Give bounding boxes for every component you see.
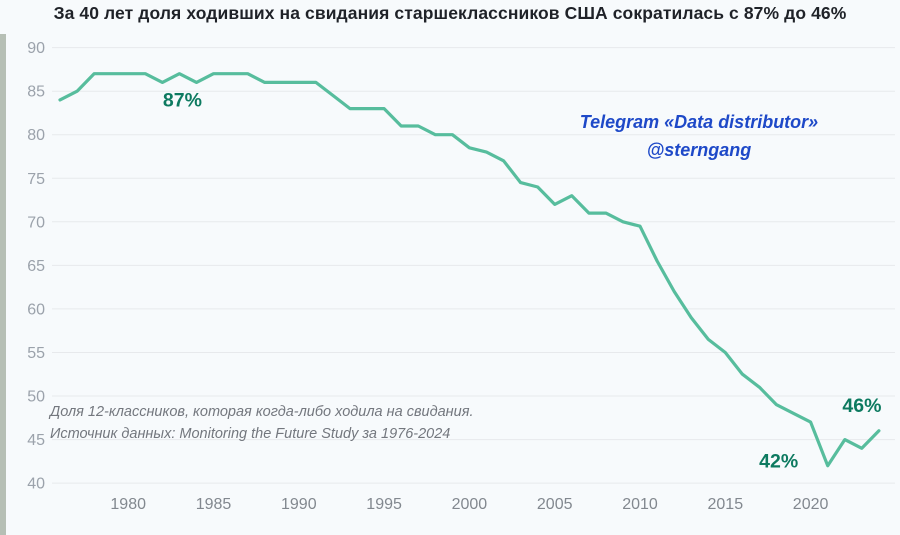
y-tick-label: 50 xyxy=(27,389,45,406)
left-edge-strip xyxy=(0,34,6,535)
x-tick-label: 2000 xyxy=(452,496,488,513)
y-tick-label: 40 xyxy=(27,476,45,493)
y-tick-label: 75 xyxy=(27,171,45,188)
y-tick-label: 70 xyxy=(27,214,45,231)
x-tick-label: 2005 xyxy=(537,496,573,513)
watermark-line-1: Telegram «Data distributor» xyxy=(579,112,819,132)
source-note-line-2: Источник данных: Monitoring the Future S… xyxy=(50,425,451,442)
source-note-line-1: Доля 12-классников, которая когда-либо х… xyxy=(50,404,474,420)
x-tick-label: 2015 xyxy=(708,496,744,513)
x-tick-label: 2010 xyxy=(622,496,658,513)
data-series-line xyxy=(58,72,881,468)
annotation-87%: 87% xyxy=(163,90,202,112)
annotation-42%: 42% xyxy=(759,451,798,473)
source-note: Доля 12-классников, которая когда-либо х… xyxy=(50,402,473,445)
watermark-line-2: @sterngang xyxy=(646,140,752,160)
y-tick-label: 90 xyxy=(27,40,45,57)
x-tick-label: 2020 xyxy=(793,496,829,513)
x-tick-label: 1980 xyxy=(110,496,146,513)
x-tick-label: 1990 xyxy=(281,496,317,513)
y-tick-label: 80 xyxy=(27,127,45,144)
chart-title: За 40 лет доля ходивших на свидания стар… xyxy=(53,3,847,23)
annotation-46%: 46% xyxy=(842,395,881,417)
y-tick-label: 85 xyxy=(27,84,45,101)
watermark: Telegram «Data distributor» @sterngang xyxy=(499,108,899,164)
x-tick-label: 1985 xyxy=(196,496,232,513)
y-tick-label: 45 xyxy=(27,432,45,449)
y-tick-label: 55 xyxy=(27,345,45,362)
y-tick-label: 65 xyxy=(27,258,45,275)
y-tick-label: 60 xyxy=(27,301,45,318)
x-tick-label: 1995 xyxy=(366,496,402,513)
